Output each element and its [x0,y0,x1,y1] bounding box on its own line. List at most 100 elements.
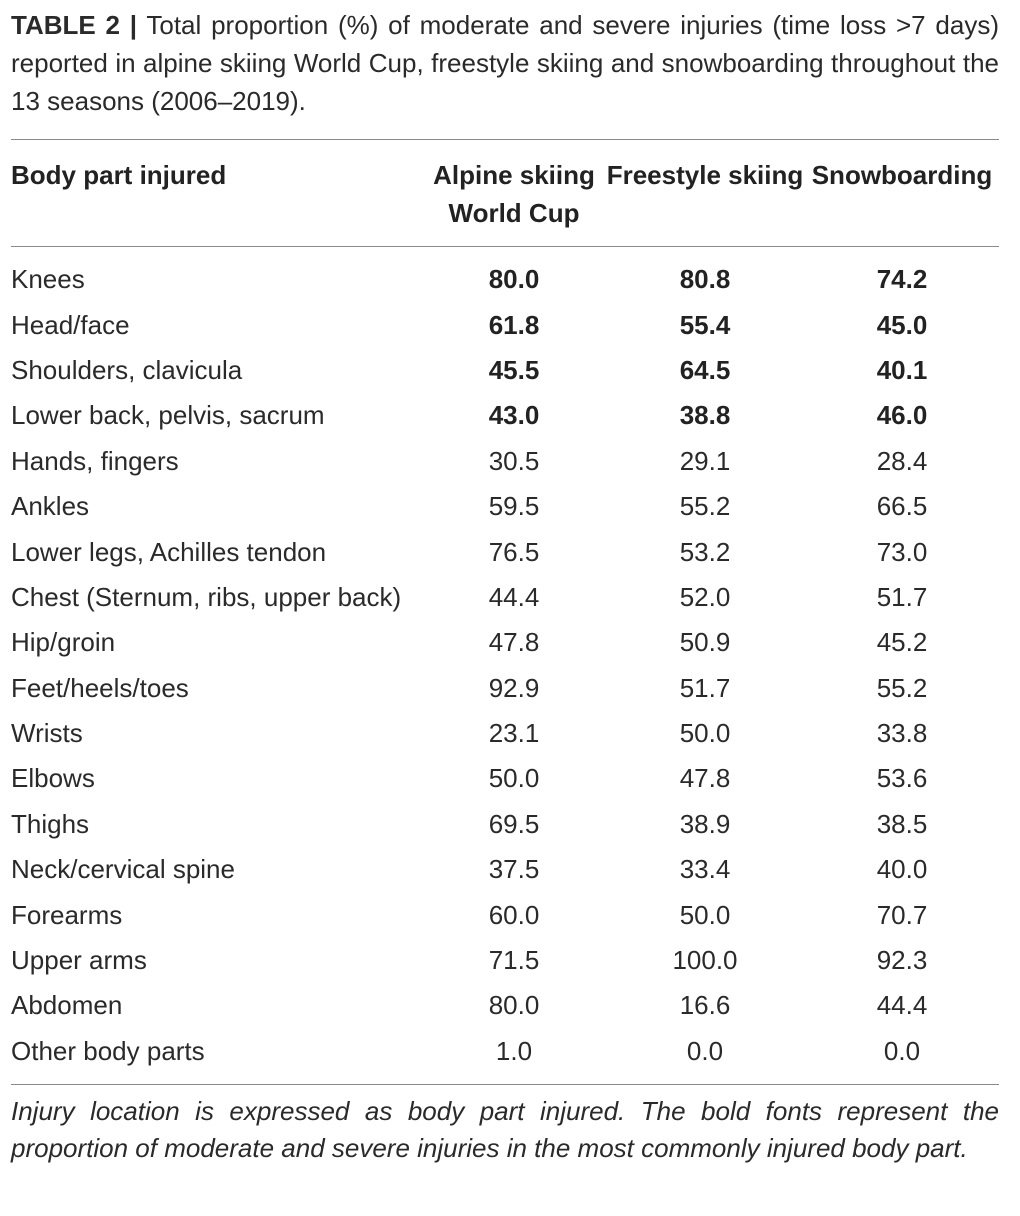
cell-alpine-skiing: 1.0 [495,1035,533,1066]
cell-snowboarding: 92.3 [876,945,928,976]
row-label-body-part: Ankles [11,491,90,522]
injury-proportion-table: Body part injured Alpine skiing World Cu… [11,140,999,1084]
table-figure: TABLE 2 | Total proportion (%) of modera… [11,0,999,1167]
cell-snowboarding: 40.1 [876,354,928,385]
cell-snowboarding: 70.7 [876,899,928,930]
cell-freestyle-skiing: 38.8 [679,400,731,431]
cell-freestyle-skiing: 50.0 [679,718,731,749]
row-label-body-part: Upper arms [11,945,147,976]
cell-freestyle-skiing: 64.5 [679,354,731,385]
cell-freestyle-skiing: 16.6 [679,990,731,1021]
row-label-body-part: Wrists [11,718,83,749]
cell-snowboarding: 55.2 [876,672,928,703]
cell-freestyle-skiing: 50.0 [679,899,731,930]
cell-alpine-skiing: 80.0 [488,264,540,295]
cell-alpine-skiing: 43.0 [488,400,540,431]
row-label-body-part: Elbows [11,763,95,794]
table-header-row: Body part injured Alpine skiing World Cu… [11,140,999,247]
row-label-body-part: Other body parts [11,1035,205,1066]
table-bottom-rule [11,1084,999,1086]
cell-snowboarding: 0.0 [883,1035,921,1066]
table-row: Other body parts 1.0 0.0 0.0 [11,1029,999,1084]
table-row: Chest (Sternum, ribs, upper back) 44.4 52.… [11,575,999,620]
table-row: Lower back, pelvis, sacrum 43.0 38.8 46.0 [11,393,999,438]
table-footnote: Injury location is expressed as body par… [11,1096,999,1164]
row-label-body-part: Feet/heels/toes [11,672,189,703]
table-row: Elbows 50.0 47.8 53.6 [11,756,999,801]
cell-freestyle-skiing: 51.7 [679,672,731,703]
cell-freestyle-skiing: 0.0 [686,1035,724,1066]
cell-snowboarding: 45.0 [876,309,928,340]
column-header-freestyle-skiing: Freestyle skiing [605,140,805,247]
cell-alpine-skiing: 61.8 [488,309,540,340]
cell-snowboarding: 53.6 [876,763,928,794]
cell-freestyle-skiing: 100.0 [672,945,738,976]
cell-snowboarding: 40.0 [876,854,928,885]
cell-freestyle-skiing: 29.1 [679,445,731,476]
cell-alpine-skiing: 44.4 [488,581,540,612]
table-caption-text: Total proportion (%) of moderate and sev… [11,10,999,116]
table-row: Lower legs, Achilles tendon 76.5 53.2 73.0 [11,529,999,574]
cell-snowboarding: 45.2 [876,627,928,658]
row-label-body-part: Hands, fingers [11,445,179,476]
cell-freestyle-skiing: 50.9 [679,627,731,658]
cell-alpine-skiing: 71.5 [488,945,540,976]
cell-freestyle-skiing: 80.8 [679,264,731,295]
table-row: Thighs 69.5 38.9 38.5 [11,802,999,847]
row-label-body-part: Lower back, pelvis, sacrum [11,400,325,431]
table-row: Neck/cervical spine 37.5 33.4 40.0 [11,847,999,892]
cell-snowboarding: 28.4 [876,445,928,476]
row-label-body-part: Chest (Sternum, ribs, upper back) [11,581,402,612]
table-row: Knees 80.0 80.8 74.2 [11,247,999,303]
cell-snowboarding: 51.7 [876,581,928,612]
table-body: Knees 80.0 80.8 74.2 Head/face 61.8 55.4 45.0 Sh… [11,247,999,1085]
table-row: Wrists 23.1 50.0 33.8 [11,711,999,756]
table-caption-label: TABLE 2 | [11,10,138,40]
cell-snowboarding: 44.4 [876,990,928,1021]
cell-freestyle-skiing: 53.2 [679,536,731,567]
row-label-body-part: Head/face [11,309,130,340]
column-header-alpine-skiing: Alpine skiing World Cup [423,140,605,247]
table-row: Head/face 61.8 55.4 45.0 [11,302,999,347]
row-label-body-part: Hip/groin [11,627,116,658]
cell-alpine-skiing: 45.5 [488,354,540,385]
cell-snowboarding: 46.0 [876,400,928,431]
row-label-body-part: Shoulders, clavicula [11,354,243,385]
cell-snowboarding: 73.0 [876,536,928,567]
cell-freestyle-skiing: 55.4 [679,309,731,340]
table-caption: TABLE 2 | Total proportion (%) of modera… [11,6,999,120]
cell-alpine-skiing: 37.5 [488,854,540,885]
cell-freestyle-skiing: 47.8 [679,763,731,794]
cell-alpine-skiing: 50.0 [488,763,540,794]
row-label-body-part: Lower legs, Achilles tendon [11,536,327,567]
table-row: Forearms 60.0 50.0 70.7 [11,892,999,937]
row-label-body-part: Forearms [11,899,123,930]
table-row: Shoulders, clavicula 45.5 64.5 40.1 [11,348,999,393]
cell-alpine-skiing: 76.5 [488,536,540,567]
column-header-snowboarding: Snowboarding [805,140,999,247]
cell-alpine-skiing: 23.1 [488,718,540,749]
cell-alpine-skiing: 92.9 [488,672,540,703]
cell-snowboarding: 38.5 [876,808,928,839]
cell-alpine-skiing: 30.5 [488,445,540,476]
cell-freestyle-skiing: 52.0 [679,581,731,612]
row-label-body-part: Knees [11,264,85,295]
table-row: Upper arms 71.5 100.0 92.3 [11,938,999,983]
cell-alpine-skiing: 47.8 [488,627,540,658]
cell-snowboarding: 66.5 [876,491,928,522]
table-row: Hands, fingers 30.5 29.1 28.4 [11,439,999,484]
cell-snowboarding: 74.2 [876,264,928,295]
cell-snowboarding: 33.8 [876,718,928,749]
cell-freestyle-skiing: 55.2 [679,491,731,522]
cell-alpine-skiing: 59.5 [488,491,540,522]
table-row: Abdomen 80.0 16.6 44.4 [11,983,999,1028]
table-row: Hip/groin 47.8 50.9 45.2 [11,620,999,665]
cell-alpine-skiing: 60.0 [488,899,540,930]
cell-alpine-skiing: 80.0 [488,990,540,1021]
table-top-rule [11,139,999,140]
table-row: Ankles 59.5 55.2 66.5 [11,484,999,529]
row-label-body-part: Neck/cervical spine [11,854,235,885]
table-row: Feet/heels/toes 92.9 51.7 55.2 [11,666,999,711]
row-label-body-part: Abdomen [11,990,123,1021]
column-header-body-part: Body part injured [11,140,423,247]
